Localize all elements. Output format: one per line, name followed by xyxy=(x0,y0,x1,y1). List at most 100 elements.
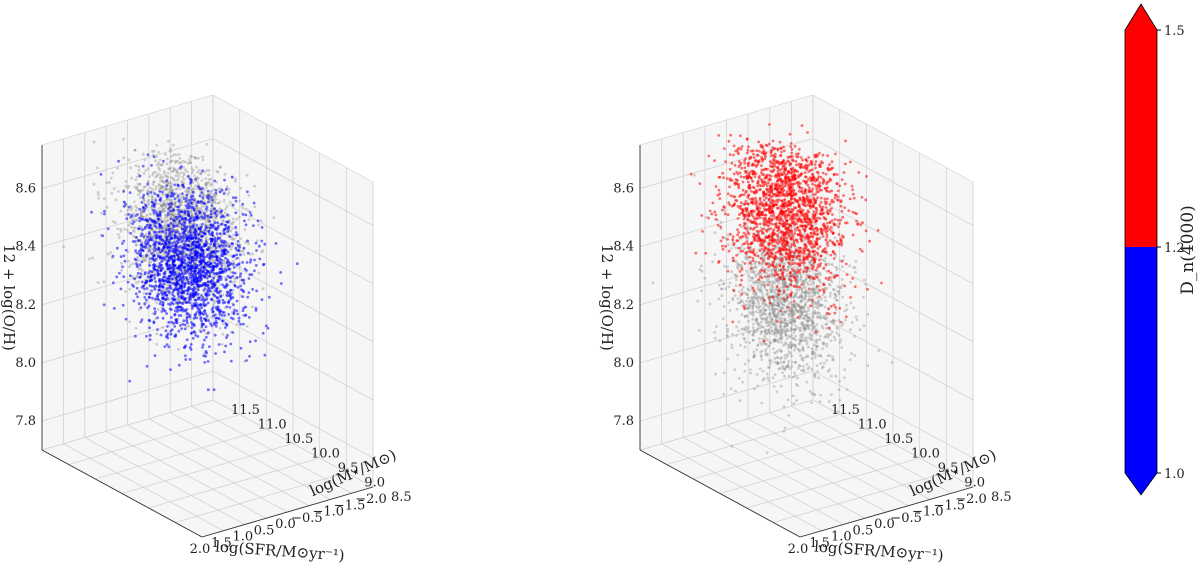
scatter-point xyxy=(144,203,148,207)
scatter-point xyxy=(170,242,174,245)
scatter-point xyxy=(848,328,852,332)
scatter-point xyxy=(234,177,237,181)
scatter-point xyxy=(195,218,199,221)
scatter-point xyxy=(157,150,160,154)
scatter-point xyxy=(231,217,235,221)
scatter-point xyxy=(223,172,227,176)
scatter-point xyxy=(754,305,758,308)
scatter-point xyxy=(163,272,167,275)
scatter-point xyxy=(175,280,179,284)
scatter-point xyxy=(142,172,146,175)
scatter-point xyxy=(127,265,131,269)
scatter-point xyxy=(717,283,721,287)
scatter-point xyxy=(142,292,146,295)
scatter-point xyxy=(721,317,725,321)
scatter-point xyxy=(782,429,786,433)
scatter-point xyxy=(210,315,213,319)
scatter-point xyxy=(837,319,840,322)
scatter-point xyxy=(210,246,213,249)
scatter-point xyxy=(208,232,212,236)
scatter-point xyxy=(196,240,200,244)
scatter-point xyxy=(174,187,178,191)
scatter-point xyxy=(183,282,187,286)
scatter-point xyxy=(224,344,228,348)
scatter-point xyxy=(850,321,854,324)
scatter-point xyxy=(790,354,794,358)
scatter-point xyxy=(222,199,226,202)
scatter-point xyxy=(793,343,797,347)
scatter-point xyxy=(760,401,764,405)
scatter-point xyxy=(160,204,163,208)
scatter-point xyxy=(204,235,208,239)
scatter-point xyxy=(819,355,823,358)
scatter-point xyxy=(771,376,775,380)
scatter-point xyxy=(172,218,175,222)
scatter-point xyxy=(170,320,174,324)
scatter-point xyxy=(820,297,823,301)
scatter-point xyxy=(778,298,781,302)
scatter-point xyxy=(211,198,215,202)
scatter-point xyxy=(238,215,241,219)
scatter-point xyxy=(212,276,216,280)
scatter-point xyxy=(213,197,217,201)
grid-line xyxy=(121,443,294,494)
scatter-point xyxy=(173,167,177,171)
scatter-point xyxy=(153,242,157,245)
scatter-point xyxy=(220,319,224,323)
scatter-point xyxy=(808,295,811,299)
scatter-point xyxy=(219,267,223,271)
scatter-point xyxy=(210,212,213,216)
scatter-point xyxy=(169,303,172,306)
scatter-point xyxy=(174,170,178,174)
scatter-point xyxy=(222,229,226,233)
scatter-point xyxy=(134,334,137,338)
scatter-point xyxy=(158,176,162,180)
scatter-point xyxy=(199,261,203,265)
x-tick-label: 0.5 xyxy=(254,523,275,538)
scatter-point xyxy=(167,190,171,194)
scatter-point xyxy=(164,251,168,254)
scatter-point xyxy=(162,170,166,173)
scatter-point xyxy=(216,316,220,320)
scatter-point xyxy=(92,182,96,186)
scatter-point xyxy=(160,229,164,233)
scatter-point xyxy=(201,205,205,209)
scatter-point xyxy=(825,327,828,330)
scatter-point xyxy=(135,236,139,239)
scatter-point xyxy=(214,216,218,220)
scatter-point xyxy=(165,335,168,339)
scatter-point xyxy=(711,260,714,264)
scatter-point xyxy=(164,229,168,232)
scatter-point xyxy=(773,331,777,335)
scatter-point xyxy=(155,294,159,298)
scatter-point xyxy=(178,202,182,206)
scatter-point xyxy=(175,217,179,221)
scatter-point xyxy=(209,183,213,187)
scatter-point xyxy=(224,248,228,252)
scatter-point xyxy=(807,316,810,320)
scatter-point xyxy=(186,292,189,296)
scatter-point xyxy=(735,307,739,311)
scatter-point xyxy=(139,272,143,276)
scatter-point xyxy=(163,235,166,239)
scatter-point xyxy=(753,302,756,305)
scatter-point xyxy=(185,193,189,197)
scatter-point xyxy=(190,213,193,217)
scatter-point xyxy=(717,297,721,301)
scatter-point xyxy=(253,184,257,188)
scatter-point xyxy=(244,223,248,227)
scatter-point xyxy=(751,313,755,317)
scatter-point xyxy=(183,221,187,225)
scatter-point xyxy=(171,159,174,163)
scatter-point xyxy=(866,364,870,368)
scatter-point xyxy=(136,256,139,259)
scatter-point xyxy=(743,247,746,251)
scatter-point xyxy=(209,242,213,246)
scatter-point xyxy=(177,177,181,181)
scatter-point xyxy=(272,216,276,220)
scatter-point xyxy=(184,358,188,361)
scatter-point xyxy=(783,374,786,378)
scatter-point xyxy=(210,298,214,302)
scatter-point xyxy=(175,228,179,232)
scatter-point xyxy=(229,280,232,283)
